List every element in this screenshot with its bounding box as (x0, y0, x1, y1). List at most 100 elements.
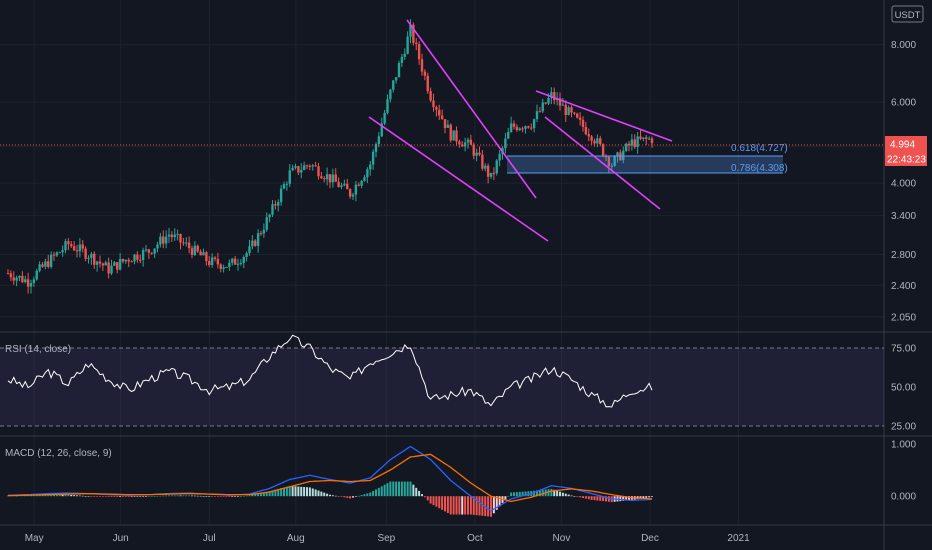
candle-body (26, 279, 30, 287)
macd-histogram-bar (337, 496, 340, 497)
macd-histogram-bar (314, 489, 317, 497)
macd-histogram-bar (147, 496, 150, 497)
candle-body (254, 240, 257, 246)
candle-body (593, 140, 596, 144)
macd-histogram-bar (202, 495, 205, 497)
macd-histogram-bar (386, 483, 389, 497)
macd-histogram-bar (602, 496, 605, 502)
macd-histogram-bar (507, 495, 510, 497)
candle-body (633, 139, 636, 147)
currency-badge[interactable] (891, 5, 924, 23)
candle-body (21, 275, 24, 283)
macd-histogram-bar (283, 487, 285, 497)
candle-body (98, 261, 102, 264)
macd-histogram-bar (389, 481, 392, 497)
candle-body (558, 98, 562, 106)
trendline-lower-2 (544, 116, 661, 210)
macd-histogram-bar (47, 494, 50, 497)
candle-body (150, 252, 153, 254)
candle-body (6, 273, 10, 275)
macd-tick-label: 0.000 (891, 492, 916, 503)
candle-body (440, 115, 444, 120)
macd-histogram-bar (329, 494, 331, 497)
price-tick-label: 2.050 (891, 312, 916, 323)
candle-body (590, 136, 593, 141)
macd-histogram-bar (124, 496, 127, 497)
candles (6, 19, 654, 294)
macd-histogram-bar (487, 496, 490, 517)
macd-histogram-bar (642, 496, 645, 499)
currency-label: USDT (895, 10, 921, 21)
rsi-axis: 75.00 50.00 25.00 (891, 344, 916, 433)
macd-histogram-bar (90, 496, 93, 497)
macd-histogram-bar (648, 496, 651, 498)
candle-body (78, 244, 82, 252)
candle-body (357, 184, 360, 186)
candle-body (530, 127, 533, 129)
candle-body (196, 245, 199, 252)
macd-histogram-bar (300, 486, 303, 497)
candle-body (564, 104, 567, 116)
macd-histogram-bar (645, 496, 648, 498)
macd-histogram-bar (513, 492, 515, 497)
candle-body (213, 257, 217, 259)
candle-body (219, 264, 222, 269)
macd-histogram-bar (70, 494, 73, 497)
macd-histogram-bar (582, 496, 584, 498)
macd-histogram-bar (340, 496, 343, 497)
candle-body (300, 169, 303, 173)
candle-body (509, 123, 513, 133)
macd-histogram-bar (429, 496, 432, 504)
macd-histogram-bar (216, 496, 219, 497)
candle-body (443, 119, 447, 128)
macd-histogram-bar (369, 492, 372, 497)
macd-histogram-bar (625, 496, 628, 501)
candle-body (650, 138, 654, 144)
macd-histogram-bar (524, 491, 527, 497)
candle-body (121, 258, 125, 262)
macd-histogram-bar (185, 495, 188, 497)
candle-body (9, 273, 13, 278)
macd-histogram-bar (622, 496, 625, 501)
macd-signal-line (7, 453, 653, 503)
candle-body (294, 166, 297, 168)
macd-histogram-bar (116, 496, 119, 497)
time-tick-label: Aug (287, 533, 305, 544)
macd-histogram-bar (179, 495, 182, 497)
candle-body (354, 184, 358, 195)
macd-histogram-bar (113, 496, 116, 497)
macd-histogram-bar (101, 496, 104, 497)
macd-histogram-bar (352, 496, 354, 498)
macd-histogram-bar (271, 490, 274, 497)
macd-histogram-bar (35, 495, 38, 497)
candle-body (544, 102, 547, 104)
macd-histogram-bar (136, 496, 139, 497)
trendlines (368, 19, 673, 242)
candle-body (199, 251, 202, 256)
macd-histogram-bar (409, 481, 412, 497)
grid-lines (0, 0, 884, 525)
candle-body (170, 234, 174, 238)
macd-histogram-bar (280, 488, 283, 497)
candle-body (452, 130, 455, 141)
macd-histogram-bar (107, 496, 110, 497)
candle-body (323, 178, 326, 180)
candle-body (458, 141, 461, 145)
rsi-tick-label: 75.00 (891, 344, 916, 355)
candle-body (639, 136, 642, 139)
macd-histogram-bar (170, 495, 173, 497)
macd-histogram-bar (260, 492, 262, 497)
price-tick-label: 6.000 (891, 98, 916, 109)
candle-body (369, 164, 372, 170)
candle-body (156, 244, 159, 249)
candle-body (265, 217, 268, 230)
macd-histogram-bar (403, 481, 406, 497)
candle-body (67, 241, 70, 245)
candle-body (521, 128, 524, 130)
macd-histogram-bar (262, 492, 265, 497)
candle-body (392, 80, 395, 90)
candle-body (262, 229, 266, 234)
time-tick-label: Oct (467, 533, 483, 544)
candle-body (642, 137, 645, 139)
